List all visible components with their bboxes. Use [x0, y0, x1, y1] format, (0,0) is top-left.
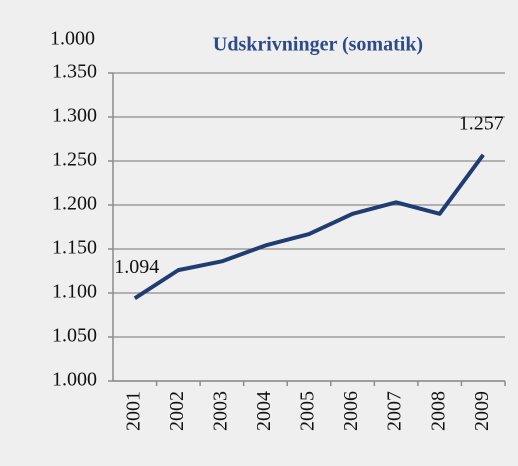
x-tick-label: 2002 — [166, 391, 188, 431]
x-tick-label: 2005 — [297, 391, 319, 431]
x-tick-label: 2004 — [253, 391, 275, 431]
x-tick-label: 2001 — [122, 391, 144, 431]
y-tick-label: 1.300 — [52, 105, 97, 127]
y-tick-label: 1.250 — [52, 149, 97, 171]
x-tick-label: 2006 — [340, 391, 362, 431]
y-tick-label: 1.200 — [52, 193, 97, 215]
y-tick-label: 1.100 — [52, 281, 97, 303]
y-tick-label: 1.150 — [52, 237, 97, 259]
x-tick-label: 2007 — [384, 391, 406, 431]
chart-title: Udskrivninger (somatik) — [213, 34, 423, 56]
y-axis-label: 1.000 — [50, 28, 95, 50]
data-label: 1.257 — [459, 112, 504, 134]
x-tick-label: 2003 — [209, 391, 231, 431]
y-tick-label: 1.000 — [52, 369, 97, 391]
data-label: 1.094 — [114, 256, 159, 278]
y-tick-label: 1.050 — [52, 325, 97, 347]
line — [133, 153, 485, 300]
x-tick-label: 2009 — [471, 391, 493, 431]
y-tick-label: 1.350 — [52, 61, 97, 83]
x-tick-label: 2008 — [427, 391, 449, 431]
